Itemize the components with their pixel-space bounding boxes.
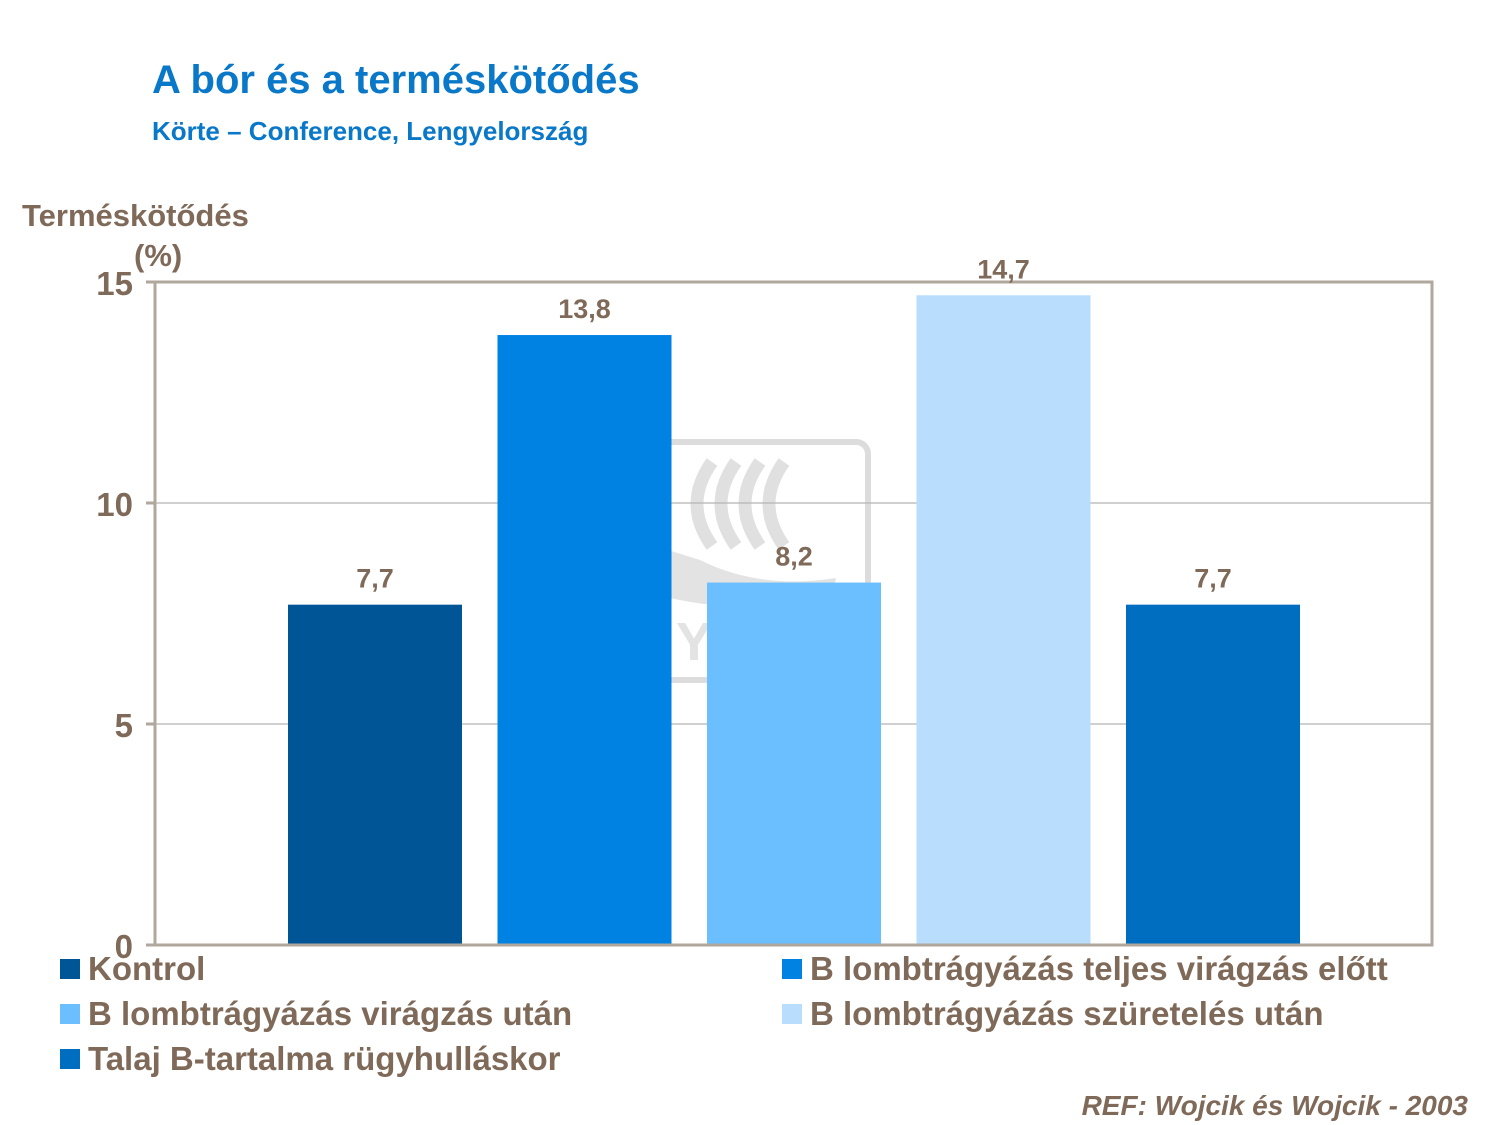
bar bbox=[916, 295, 1091, 945]
legend-swatch bbox=[782, 1004, 802, 1024]
watermark-wave bbox=[690, 458, 718, 550]
chart-subtitle: Körte – Conference, Lengyelország bbox=[152, 116, 589, 146]
legend-item: B lombtrágyázás virágzás után bbox=[60, 995, 572, 1033]
legend-item: B lombtrágyázás szüretelés után bbox=[782, 995, 1324, 1033]
legend-swatch bbox=[60, 1004, 80, 1024]
data-labels: 7,7 13,8 8,2 14,7 7,7 bbox=[356, 254, 1232, 593]
legend: Kontrol B lombtrágyázás teljes virágzás e… bbox=[60, 950, 1490, 1090]
data-label: 7,7 bbox=[356, 564, 394, 594]
chart-title: A bór és a terméskötődés bbox=[152, 58, 640, 102]
y-tick-label: 0 bbox=[115, 928, 133, 965]
y-tick-label: 15 bbox=[96, 265, 133, 302]
legend-label: Kontrol bbox=[88, 950, 206, 987]
legend-label: B lombtrágyázás szüretelés után bbox=[810, 995, 1324, 1032]
reference-note: REF: Wojcik és Wojcik - 2003 bbox=[1081, 1090, 1468, 1121]
y-axis-ticks: 0 5 10 15 bbox=[96, 265, 155, 965]
data-label: 7,7 bbox=[1194, 564, 1232, 594]
data-label: 8,2 bbox=[775, 542, 813, 572]
legend-label: B lombtrágyázás virágzás után bbox=[88, 995, 573, 1032]
bar bbox=[1126, 604, 1300, 945]
y-tick-label: 5 bbox=[115, 707, 133, 744]
plot-frame bbox=[153, 280, 1434, 947]
legend-item: Kontrol bbox=[60, 950, 205, 988]
watermark-wave bbox=[762, 458, 790, 550]
legend-swatch bbox=[782, 959, 802, 979]
y-tick-label: 10 bbox=[96, 486, 133, 523]
y-axis-label-line1: Terméskötődés bbox=[22, 198, 249, 233]
plot-border bbox=[153, 280, 1434, 947]
bar bbox=[497, 335, 672, 945]
legend-swatch bbox=[60, 1049, 80, 1069]
legend-label: B lombtrágyázás teljes virágzás előtt bbox=[810, 950, 1388, 987]
bar bbox=[288, 604, 462, 945]
bar bbox=[707, 582, 881, 945]
legend-label: Talaj B-tartalma rügyhulláskor bbox=[88, 1040, 561, 1077]
watermark-wave bbox=[714, 458, 742, 550]
data-label: 14,7 bbox=[977, 254, 1030, 284]
y-axis-label: Terméskötődés (%) bbox=[22, 196, 312, 276]
watermark-wave bbox=[738, 458, 766, 550]
legend-item: Talaj B-tartalma rügyhulláskor bbox=[60, 1040, 561, 1078]
y-axis-label-line2: (%) bbox=[134, 238, 183, 273]
bars bbox=[288, 295, 1300, 945]
legend-swatch bbox=[60, 959, 80, 979]
data-label: 13,8 bbox=[558, 294, 611, 324]
legend-item: B lombtrágyázás teljes virágzás előtt bbox=[782, 950, 1388, 988]
